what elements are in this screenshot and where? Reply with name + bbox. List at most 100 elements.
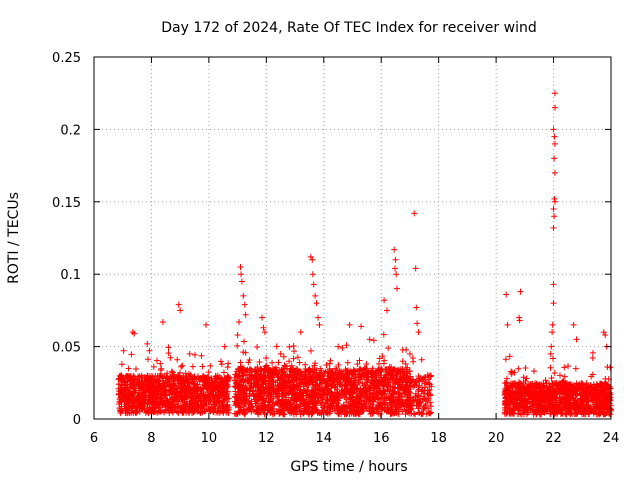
data-point	[158, 397, 165, 404]
data-point	[149, 376, 156, 383]
data-point	[207, 362, 214, 369]
data-point	[186, 373, 193, 380]
data-point	[192, 389, 199, 396]
data-point	[174, 356, 181, 363]
data-point	[522, 364, 529, 371]
data-point	[197, 398, 204, 405]
data-point	[358, 323, 365, 330]
data-point	[549, 321, 556, 328]
data-point	[150, 383, 157, 390]
data-point	[165, 350, 172, 357]
data-point	[162, 402, 169, 409]
data-point	[550, 224, 557, 231]
data-point	[120, 393, 127, 400]
data-point	[211, 375, 218, 382]
data-point	[205, 381, 212, 388]
x-tick-label: 10	[201, 431, 218, 446]
data-point	[221, 343, 228, 350]
data-point	[551, 90, 558, 97]
data-point	[427, 410, 434, 417]
data-point	[144, 340, 151, 347]
data-point	[296, 359, 303, 366]
data-point	[191, 403, 198, 410]
data-point	[403, 346, 410, 353]
data-point	[198, 392, 205, 399]
data-point	[277, 350, 284, 357]
data-point	[290, 343, 297, 350]
data-point	[131, 330, 138, 337]
data-point	[550, 300, 557, 307]
data-point	[393, 271, 400, 278]
data-point	[195, 395, 202, 402]
data-point	[237, 359, 244, 366]
data-point	[154, 357, 160, 364]
data-point	[607, 364, 614, 371]
data-point	[131, 394, 138, 401]
data-point	[121, 379, 128, 386]
data-point	[203, 394, 210, 401]
data-point	[315, 314, 322, 321]
data-point	[198, 352, 205, 359]
data-point	[310, 281, 317, 288]
data-point	[550, 206, 557, 213]
data-point	[215, 397, 222, 404]
data-point	[178, 363, 185, 370]
data-point	[234, 332, 241, 339]
data-point	[159, 318, 166, 325]
data-point	[150, 390, 157, 397]
data-point	[136, 401, 143, 408]
data-point	[240, 292, 247, 299]
data-point	[551, 195, 558, 202]
data-points	[115, 90, 614, 418]
data-point	[132, 365, 139, 372]
data-point	[294, 354, 301, 361]
data-point	[147, 392, 154, 399]
data-point	[551, 369, 558, 376]
y-tick-label: 0.1	[60, 268, 81, 283]
data-point	[412, 265, 419, 272]
data-point	[117, 399, 124, 406]
data-point	[383, 307, 390, 314]
data-point	[127, 391, 134, 398]
data-point	[223, 402, 230, 409]
data-point	[238, 278, 245, 285]
data-point	[137, 391, 144, 398]
x-tick-label: 8	[147, 431, 155, 446]
data-point	[138, 384, 145, 391]
data-point	[187, 402, 194, 409]
data-point	[200, 377, 207, 384]
data-point	[158, 408, 165, 415]
data-point	[343, 396, 350, 403]
data-point	[157, 394, 164, 401]
data-point	[551, 155, 558, 162]
data-point	[335, 343, 342, 350]
data-point	[275, 359, 282, 366]
data-point	[209, 387, 216, 394]
data-point	[254, 344, 261, 351]
data-point	[116, 395, 123, 402]
data-point	[224, 364, 231, 371]
data-point	[241, 301, 248, 308]
data-point	[135, 377, 142, 383]
data-point	[190, 405, 197, 412]
y-tick-label: 0.05	[52, 341, 81, 356]
data-point	[238, 271, 245, 278]
data-point	[602, 375, 609, 382]
x-axis-label: GPS time / hours	[290, 459, 407, 475]
data-point	[123, 386, 130, 393]
data-point	[312, 292, 319, 299]
data-point	[129, 329, 136, 336]
data-point	[190, 397, 197, 404]
data-point	[201, 401, 208, 408]
data-point	[392, 256, 399, 263]
data-point	[165, 344, 172, 351]
data-point	[131, 373, 138, 380]
data-point	[208, 406, 215, 413]
data-point	[309, 271, 316, 278]
data-point	[551, 140, 558, 147]
data-point	[204, 384, 211, 391]
data-point	[418, 356, 425, 363]
data-point	[175, 301, 182, 308]
data-point	[116, 381, 123, 388]
